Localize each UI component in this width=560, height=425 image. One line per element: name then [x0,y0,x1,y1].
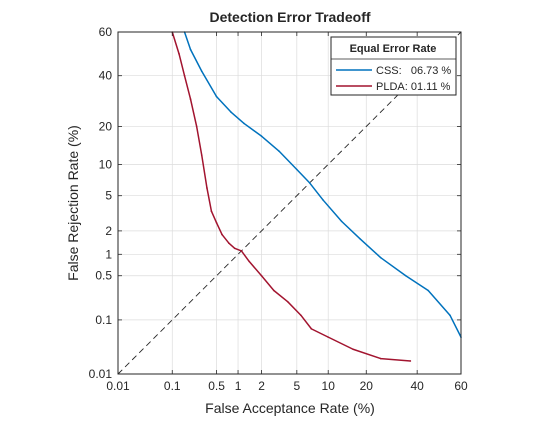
data-point [296,168,298,171]
data-point [233,247,236,250]
data-point [352,348,354,351]
legend: Equal Error Rate CSS: 06.73 % PLDA: 01.11… [330,36,457,96]
legend-item: PLDA: 01.11 % [336,81,451,93]
x-tick-label: 0.01 [106,379,130,393]
data-point [286,300,289,303]
data-point [300,314,302,317]
data-point [310,328,313,330]
plot-area-frame [117,31,462,375]
data-point [327,336,330,338]
legend-items: CSS: 06.73 % PLDA: 01.11 % [336,65,451,93]
data-point [183,74,186,77]
data-point [195,125,198,128]
x-tick-label: 0.5 [208,379,225,393]
data-point [189,48,192,51]
data-point [215,222,218,224]
legend-item: CSS: 06.73 % [336,65,451,77]
series-plda [171,31,412,362]
data-point [200,70,203,73]
data-point [228,242,230,245]
data-point [240,250,243,252]
series-line [183,31,462,338]
data-point [449,314,451,317]
data-point [243,122,245,125]
x-tick-label: 40 [410,379,424,393]
data-point [409,360,412,362]
y-tick-label: 5 [105,189,112,203]
x-axis-ticks: 0.01 0.1 0.5 1 2 5 10 20 40 60 [106,32,468,393]
data-point [178,53,180,55]
y-tick-label: 20 [99,119,113,133]
x-axis-label: False Acceptance Rate (%) [205,400,375,416]
data-point [215,95,218,98]
y-tick-label: 10 [99,157,113,171]
y-tick-label: 1 [105,247,112,261]
data-point [273,289,275,292]
y-tick-label: 60 [99,25,113,39]
data-point [230,111,232,113]
legend-title: Equal Error Rate [350,43,437,55]
data-point [189,98,192,100]
legend-label: PLDA: 01.11 % [376,81,451,93]
y-tick-label: 0.01 [89,367,113,381]
data-point [260,274,263,277]
data-point [278,150,280,152]
y-tick-label: 0.5 [95,269,112,283]
data-point [322,199,324,201]
x-tick-label: 1 [235,379,242,393]
data-point [379,256,382,259]
chart-title: Detection Error Tradeoff [209,9,370,25]
data-point [427,289,430,292]
data-point [404,274,407,277]
data-point [379,357,382,360]
y-tick-label: 0.1 [95,313,112,327]
data-point [359,237,361,240]
y-axis-ticks: 0.01 0.1 0.5 1 2 5 10 20 40 60 [89,25,461,381]
data-point [200,154,203,157]
y-tick-label: 40 [99,69,113,83]
data-point [221,233,223,236]
x-tick-label: 10 [322,379,336,393]
data-point [206,187,208,189]
data-point [308,182,311,184]
x-tick-label: 20 [360,379,374,393]
data-point [210,210,213,213]
x-tick-label: 60 [454,379,468,393]
x-tick-label: 0.1 [164,379,181,393]
x-tick-label: 5 [293,379,300,393]
x-tick-label: 2 [258,379,265,393]
data-point [260,135,263,137]
y-tick-label: 2 [105,224,112,238]
y-axis-label: False Rejection Rate (%) [65,125,81,281]
data-point [340,220,343,223]
legend-label: CSS: 06.73 % [376,65,451,77]
data-point [248,260,250,263]
